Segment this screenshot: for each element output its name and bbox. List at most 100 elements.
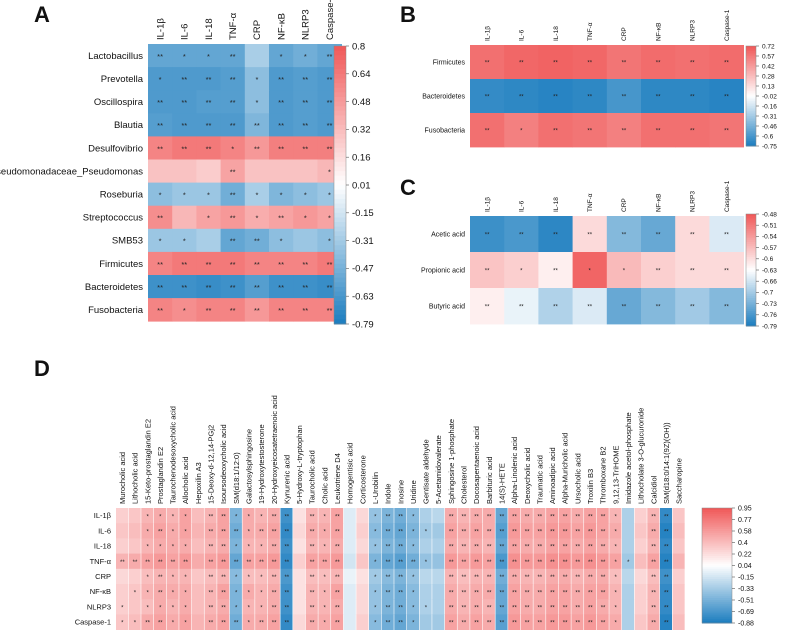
heatmap-cell	[406, 538, 419, 554]
heatmap-cell	[457, 523, 470, 539]
significance-star: *	[304, 52, 307, 61]
colorbar-segment	[702, 582, 732, 586]
heatmap-cell	[381, 599, 394, 615]
colorbar-segment	[746, 142, 756, 145]
heatmap-cell	[166, 538, 179, 554]
significance-star: **	[588, 621, 593, 627]
significance-star: **	[246, 560, 251, 566]
significance-star: **	[181, 260, 187, 269]
significance-star: **	[499, 590, 504, 596]
heatmap-cell	[584, 538, 597, 554]
significance-star: **	[462, 590, 467, 596]
heatmap-cell	[148, 90, 173, 114]
colorbar-segment	[746, 232, 756, 236]
colorbar-segment	[334, 189, 346, 195]
significance-star: **	[588, 606, 593, 612]
colorbar-segment	[334, 147, 346, 154]
significance-star: **	[234, 621, 239, 627]
significance-star: *	[324, 590, 327, 596]
significance-star: **	[157, 306, 163, 315]
significance-star: *	[172, 606, 175, 612]
colorbar-segment	[746, 117, 756, 120]
colorbar-segment	[746, 256, 756, 260]
significance-star: **	[157, 52, 163, 61]
heatmap-cell	[419, 553, 432, 570]
heatmap-cell	[659, 508, 672, 524]
colorbar-segment	[334, 55, 346, 61]
heatmap-cell	[269, 251, 294, 276]
heatmap-cell	[220, 159, 246, 183]
colorbar-segment	[746, 262, 756, 265]
colorbar-tick-label: 0.04	[738, 563, 752, 570]
heatmap-cell	[191, 584, 204, 600]
significance-star: **	[259, 621, 264, 627]
heatmap-cell	[470, 45, 505, 80]
column-label-nlrp3: NLRP3	[690, 191, 697, 212]
colorbar-segment	[702, 619, 732, 622]
column-label-hepoxilin-a3: Hepoxilin A3	[194, 462, 203, 504]
row-label-bacteroidetes: Bacteroidetes	[422, 93, 465, 100]
heatmap-cell	[659, 599, 672, 615]
column-label-l-urobilin: L-Urobilin	[371, 472, 380, 504]
significance-star: **	[563, 545, 568, 551]
heatmap-cell	[634, 553, 647, 570]
row-label-firmicutes: Firmicutes	[433, 59, 466, 66]
colorbar-segment	[334, 259, 346, 265]
heatmap-cell	[305, 538, 318, 554]
significance-star: **	[278, 144, 284, 153]
heatmap-cell	[196, 159, 221, 183]
colorbar-segment	[702, 542, 732, 545]
heatmap-cell	[269, 228, 294, 253]
significance-star: **	[254, 121, 260, 130]
heatmap-cell	[394, 614, 407, 630]
colorbar-segment	[746, 86, 756, 89]
heatmap-cell	[647, 568, 660, 585]
heatmap-cell	[504, 45, 539, 80]
significance-star: **	[601, 590, 606, 596]
heatmap-cell	[419, 538, 432, 554]
heatmap-cell	[191, 508, 204, 524]
significance-star: **	[664, 560, 669, 566]
significance-star: **	[519, 305, 524, 311]
significance-star: **	[335, 560, 340, 566]
heatmap-cell	[293, 298, 318, 322]
significance-star: *	[207, 214, 210, 223]
heatmap-cell	[242, 614, 255, 630]
significance-star: **	[234, 560, 239, 566]
colorbar-tick-label: -0.63	[352, 292, 374, 303]
significance-star: **	[525, 575, 530, 581]
heatmap-cell	[229, 568, 242, 585]
heatmap-cell	[381, 553, 394, 570]
heatmap-cell	[606, 288, 642, 325]
column-label-cholesterol: Cholesterol	[460, 466, 469, 504]
heatmap-cell	[406, 584, 419, 600]
significance-star: **	[499, 575, 504, 581]
heatmap-cell	[709, 79, 744, 114]
heatmap-cell	[470, 79, 505, 114]
heatmap-cell	[533, 599, 546, 615]
colorbar-segment	[746, 316, 756, 320]
colorbar-tick-label: 0.57	[762, 53, 775, 60]
heatmap-cell	[419, 508, 432, 524]
significance-star: **	[512, 575, 517, 581]
significance-star: **	[651, 621, 656, 627]
colorbar-tick-label: 0.48	[352, 97, 371, 108]
significance-star: *	[623, 269, 626, 275]
significance-star: **	[519, 233, 524, 239]
column-label-il-1: IL-1β	[155, 18, 166, 40]
significance-star: *	[324, 606, 327, 612]
significance-star: **	[622, 61, 627, 67]
column-label-il-1: IL-1β	[484, 26, 491, 41]
significance-star: **	[462, 606, 467, 612]
column-label-sphingosine-1-phosphate: Sphingosine 1-phosphate	[447, 419, 456, 504]
significance-star: *	[172, 530, 175, 536]
significance-star: **	[664, 575, 669, 581]
significance-star: **	[462, 530, 467, 536]
heatmap-cell	[172, 113, 197, 137]
colorbar-segment	[746, 74, 756, 77]
significance-star: **	[398, 545, 403, 551]
heatmap-cell	[381, 508, 394, 524]
heatmap-cell	[482, 523, 495, 539]
column-label-nlrp3: NLRP3	[690, 20, 697, 41]
row-label-il-1: IL-1β	[94, 511, 112, 520]
